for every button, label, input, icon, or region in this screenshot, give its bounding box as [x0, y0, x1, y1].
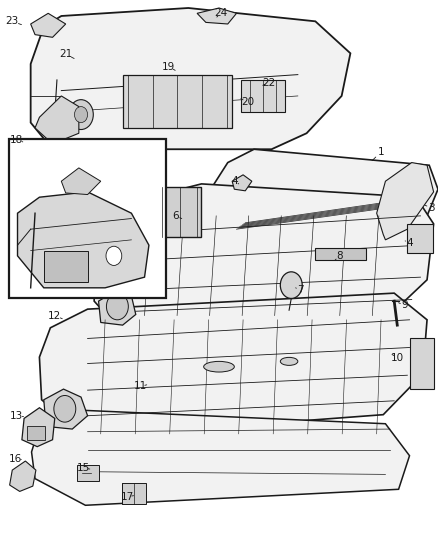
Polygon shape: [32, 410, 410, 505]
Text: 17: 17: [120, 492, 134, 502]
Text: 21: 21: [59, 50, 72, 59]
Text: 4: 4: [231, 176, 238, 186]
Text: 4: 4: [406, 238, 413, 247]
Polygon shape: [31, 8, 350, 149]
FancyBboxPatch shape: [44, 251, 88, 282]
Polygon shape: [22, 408, 55, 447]
Polygon shape: [18, 192, 149, 288]
Circle shape: [280, 272, 302, 298]
Text: 1: 1: [378, 147, 385, 157]
Circle shape: [54, 395, 76, 422]
Text: 10: 10: [391, 353, 404, 363]
Polygon shape: [10, 461, 36, 491]
FancyBboxPatch shape: [122, 483, 146, 504]
Polygon shape: [35, 96, 79, 144]
FancyBboxPatch shape: [9, 139, 166, 298]
FancyBboxPatch shape: [27, 426, 45, 440]
FancyBboxPatch shape: [241, 80, 285, 112]
Text: 15: 15: [77, 463, 90, 473]
Polygon shape: [61, 168, 101, 195]
Text: 7: 7: [297, 286, 304, 295]
Polygon shape: [377, 163, 434, 240]
FancyBboxPatch shape: [162, 187, 201, 237]
Polygon shape: [44, 389, 88, 429]
Text: 23: 23: [6, 17, 19, 26]
Polygon shape: [99, 290, 136, 325]
Text: 24: 24: [215, 9, 228, 18]
Text: 9: 9: [401, 301, 408, 310]
FancyBboxPatch shape: [77, 465, 99, 481]
Text: 3: 3: [428, 203, 435, 213]
Polygon shape: [94, 184, 434, 328]
Text: 16: 16: [9, 455, 22, 464]
FancyBboxPatch shape: [123, 75, 232, 128]
Circle shape: [69, 100, 93, 130]
Text: 12: 12: [48, 311, 61, 320]
Polygon shape: [212, 149, 438, 240]
Text: 19: 19: [162, 62, 175, 71]
Text: 6: 6: [172, 211, 179, 221]
Text: 13: 13: [10, 411, 23, 421]
Text: 20: 20: [241, 98, 254, 107]
Polygon shape: [197, 8, 237, 24]
Circle shape: [74, 107, 88, 123]
Circle shape: [106, 246, 122, 265]
Polygon shape: [31, 13, 66, 37]
Polygon shape: [39, 293, 427, 437]
Circle shape: [106, 293, 128, 320]
Text: 18: 18: [10, 135, 23, 144]
Text: 8: 8: [336, 251, 343, 261]
Ellipse shape: [204, 361, 234, 372]
Ellipse shape: [280, 357, 298, 366]
FancyBboxPatch shape: [315, 248, 366, 260]
Text: 22: 22: [263, 78, 276, 87]
Polygon shape: [232, 175, 252, 191]
FancyBboxPatch shape: [410, 338, 434, 389]
Text: 11: 11: [134, 382, 147, 391]
FancyBboxPatch shape: [407, 224, 433, 253]
